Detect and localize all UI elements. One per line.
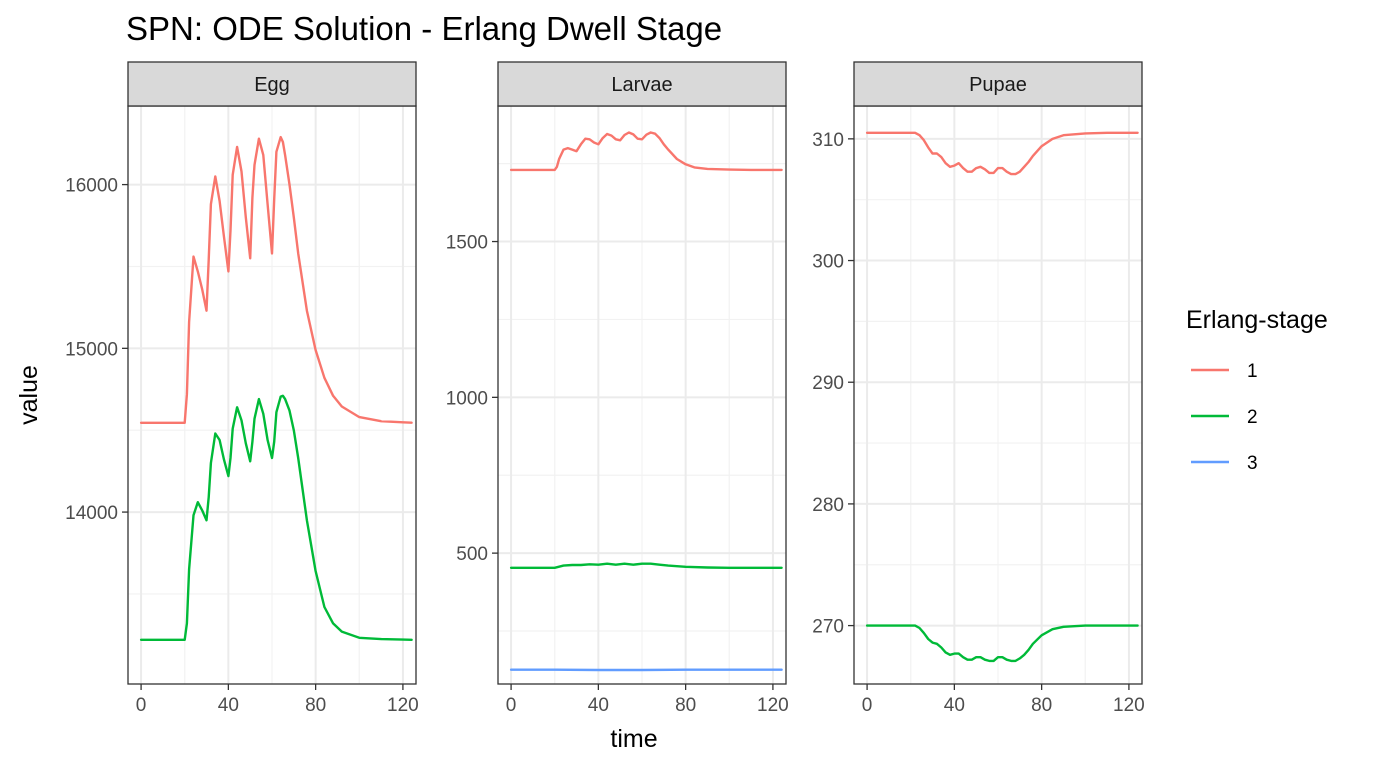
strip-label-larvae: Larvae: [611, 74, 672, 96]
series-line-larvae-stage-1: [509, 131, 783, 172]
y-tick-label: 290: [812, 373, 844, 394]
legend-label-stage-3: 3: [1247, 453, 1258, 474]
y-tick-label: 14000: [65, 503, 118, 524]
series-line-egg-stage-2: [139, 394, 413, 641]
y-tick-label: 500: [456, 544, 488, 565]
y-tick-label: 1000: [446, 388, 488, 409]
x-axis-title: time: [610, 725, 657, 753]
x-tick-label: 0: [136, 695, 147, 716]
legend-item: 1: [1191, 361, 1258, 382]
y-tick-label: 300: [812, 252, 844, 273]
x-tick-label: 40: [944, 695, 965, 716]
y-tick-label: 1500: [446, 233, 488, 254]
y-axis-title: value: [15, 365, 43, 425]
legend-label-stage-1: 1: [1247, 361, 1258, 382]
x-tick-label: 80: [1031, 695, 1052, 716]
y-tick-label: 270: [812, 617, 844, 638]
y-tick-label: 310: [812, 130, 844, 151]
strip-label-egg: Egg: [254, 74, 290, 96]
legend: Erlang-stage 1 2 3: [1186, 306, 1328, 474]
y-tick-label: 15000: [65, 339, 118, 360]
strip-background: [853, 61, 1143, 107]
x-tick-label: 0: [506, 695, 517, 716]
series-line-pupae-stage-2: [865, 624, 1139, 663]
legend-label-stage-2: 2: [1247, 407, 1258, 428]
panel-larvae: Larvae 0 40 80 120 500 1000 1500: [446, 61, 789, 716]
legend-item: 2: [1191, 407, 1258, 428]
panel-pupae: Pupae 0 40 80 120 270 280 290 300 310: [812, 61, 1145, 716]
strip-background: [127, 61, 417, 107]
series-line-pupae-stage-1: [865, 131, 1139, 176]
chart-title: SPN: ODE Solution - Erlang Dwell Stage: [126, 10, 722, 47]
y-tick-label: 280: [812, 495, 844, 516]
series-line-egg-stage-1: [139, 135, 413, 424]
series-line-larvae-stage-2: [509, 562, 783, 569]
x-tick-label: 80: [305, 695, 326, 716]
x-tick-label: 120: [387, 695, 419, 716]
x-tick-label: 40: [588, 695, 609, 716]
y-tick-label: 16000: [65, 176, 118, 197]
legend-title: Erlang-stage: [1186, 306, 1328, 334]
x-tick-label: 80: [675, 695, 696, 716]
x-tick-label: 120: [757, 695, 789, 716]
strip-label-pupae: Pupae: [969, 74, 1027, 96]
panel-egg: Egg 0 40 80 120 14000 15000 16000: [65, 61, 419, 716]
legend-item: 3: [1191, 453, 1258, 474]
x-tick-label: 120: [1113, 695, 1145, 716]
x-tick-label: 40: [218, 695, 239, 716]
x-tick-label: 0: [862, 695, 873, 716]
strip-background: [497, 61, 787, 107]
